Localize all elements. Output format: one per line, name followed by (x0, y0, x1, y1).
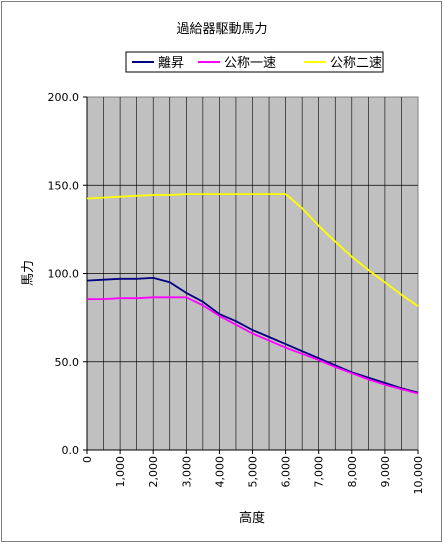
series-line-離昇 (86, 276, 419, 394)
chart-title: 過給器駆動馬力 (176, 22, 267, 37)
legend-label: 公称一速 (224, 56, 276, 71)
x-tick-label: 9,000 (379, 456, 392, 488)
y-axis-label: 馬力 (21, 260, 36, 286)
y-tick-label: 100.0 (48, 268, 80, 281)
x-tick-label: 6,000 (280, 456, 293, 488)
y-tick-label: 150.0 (48, 179, 80, 192)
legend-label: 離昇 (158, 56, 184, 71)
x-tick-label: 10,000 (412, 456, 425, 495)
x-axis-label: 高度 (239, 510, 265, 526)
series-lines (86, 193, 419, 395)
x-tick-label: 3,000 (180, 456, 193, 488)
x-axis-ticks: 0 1,000 2,000 3,000 4,000 5,000 6,000 7,000 8,00… (81, 450, 425, 495)
x-tick-label: 0 (81, 456, 94, 463)
series-line-公称一速 (87, 296, 419, 395)
x-tick-label: 1,000 (114, 456, 127, 488)
legend-box (125, 51, 384, 73)
x-tick-label: 2,000 (147, 456, 160, 488)
x-tick-label: 7,000 (313, 456, 326, 488)
series-line-公称二速 (86, 193, 419, 307)
x-tick-label: 5,000 (247, 456, 260, 488)
legend: 離昇 公称一速 公称二速 (125, 51, 384, 73)
y-tick-label: 50.0 (55, 356, 80, 369)
y-axis-ticks: 0.0 50.0 100.0 150.0 200.0 (48, 91, 87, 457)
x-tick-label: 4,000 (213, 456, 226, 488)
legend-label: 公称二速 (330, 56, 382, 71)
x-tick-label: 8,000 (346, 456, 359, 488)
y-tick-label: 200.0 (48, 91, 80, 104)
gridlines (86, 97, 418, 451)
y-tick-label: 0.0 (62, 444, 80, 457)
